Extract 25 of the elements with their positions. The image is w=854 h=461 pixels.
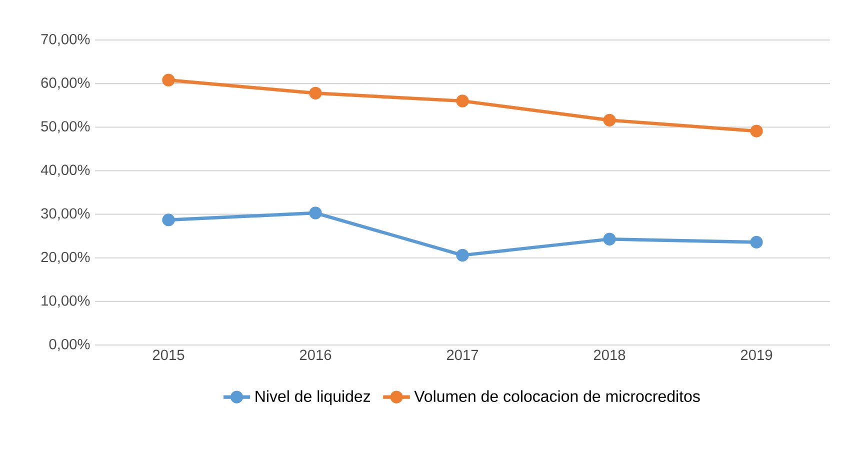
y-tick-label: 40,00% bbox=[40, 164, 90, 177]
x-tick-label: 2016 bbox=[300, 350, 332, 360]
y-tick-label: 30,00% bbox=[41, 208, 90, 220]
legend-label: Nivel de liquidez bbox=[256, 390, 370, 406]
x-tick-label: 2017 bbox=[446, 350, 478, 360]
point bbox=[162, 74, 175, 86]
point bbox=[603, 114, 616, 127]
x-tick-label: 2019 bbox=[740, 350, 772, 360]
y-tick-label: 10,00% bbox=[42, 295, 90, 308]
x-tick-label: 2018 bbox=[594, 350, 626, 360]
x-tick-label: 2015 bbox=[152, 350, 184, 360]
y-tick-label: 50,00% bbox=[41, 121, 90, 134]
point bbox=[750, 236, 763, 249]
point bbox=[456, 248, 469, 262]
y-tick-label: 70,00% bbox=[41, 34, 90, 46]
y-tick-label: 60,00% bbox=[41, 78, 90, 90]
point bbox=[309, 206, 322, 220]
point bbox=[309, 86, 322, 100]
point bbox=[603, 232, 616, 246]
y-tick-label: 0,00% bbox=[49, 338, 90, 352]
legend-label: Volumen de colocacion de microcreditos bbox=[414, 390, 700, 402]
point bbox=[456, 94, 469, 108]
point bbox=[162, 214, 175, 226]
y-tick-label: 20,00% bbox=[41, 252, 90, 264]
point bbox=[750, 124, 763, 138]
